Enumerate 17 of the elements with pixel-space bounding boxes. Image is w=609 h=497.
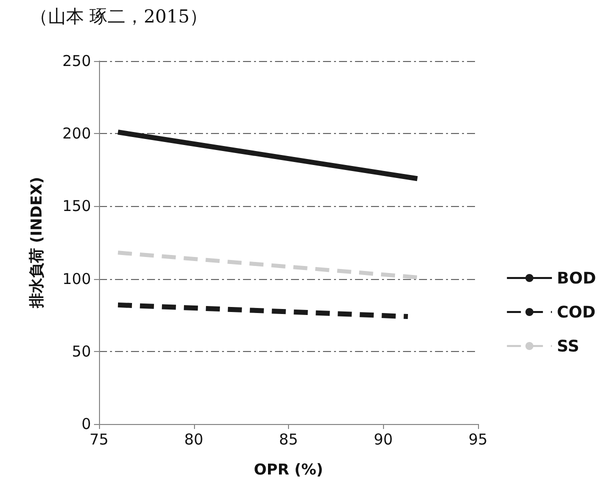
x-tick-label: 80 xyxy=(184,430,204,448)
x-tick-label: 75 xyxy=(89,430,109,448)
y-tick-label: 50 xyxy=(72,342,91,360)
y-tick-label: 100 xyxy=(62,270,91,288)
x-axis-title: OPR (%) xyxy=(254,460,324,478)
y-tick-label: 150 xyxy=(62,197,91,216)
x-tick-label: 90 xyxy=(374,430,393,448)
legend-label: COD xyxy=(556,302,596,322)
y-tick-label: 200 xyxy=(62,124,91,143)
text: （山本 琢二，2015） xyxy=(30,6,208,28)
legend-label: SS xyxy=(556,336,580,356)
x-tick-label: 85 xyxy=(278,430,298,448)
y-axis-title: 排水負荷 (INDEX) xyxy=(28,176,46,310)
y-tick-label: 250 xyxy=(62,52,91,70)
y-tick-label: 0 xyxy=(81,415,91,433)
x-tick-label: 95 xyxy=(468,430,488,448)
legend-label: BOD xyxy=(556,268,596,288)
